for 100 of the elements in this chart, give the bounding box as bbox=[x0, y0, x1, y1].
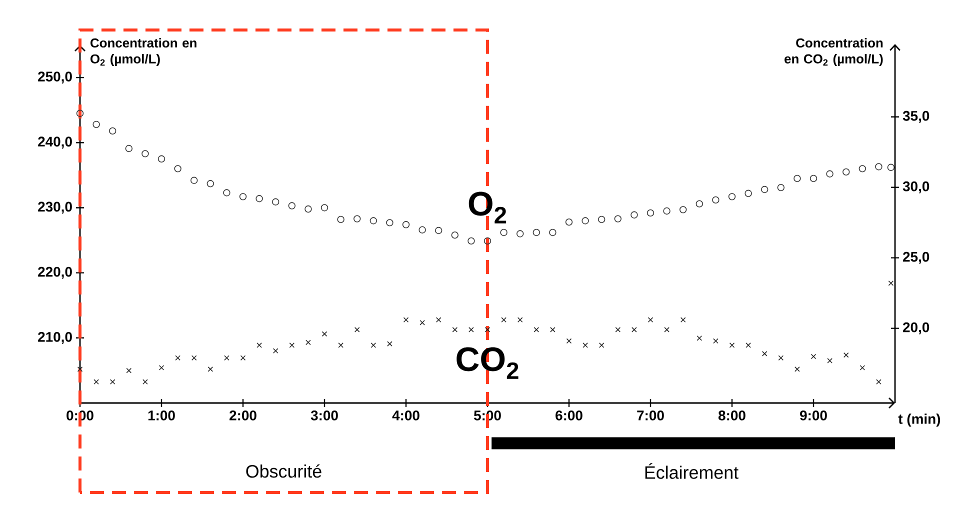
point bbox=[337, 216, 344, 224]
point bbox=[76, 110, 84, 117]
point bbox=[420, 320, 425, 326]
point bbox=[306, 340, 311, 346]
point bbox=[713, 338, 718, 344]
point bbox=[680, 317, 686, 322]
point bbox=[304, 205, 312, 213]
point bbox=[272, 198, 280, 206]
point bbox=[289, 342, 295, 348]
point bbox=[566, 338, 572, 344]
point bbox=[696, 336, 702, 341]
y-tick-label: 250,0 bbox=[38, 72, 72, 84]
point bbox=[663, 207, 670, 215]
point bbox=[888, 280, 894, 286]
point bbox=[842, 168, 850, 176]
point bbox=[501, 317, 506, 322]
point bbox=[777, 184, 785, 192]
point bbox=[729, 342, 735, 348]
y-tick-label: 210,0 bbox=[38, 332, 72, 344]
point bbox=[614, 215, 622, 222]
point bbox=[77, 366, 83, 372]
point bbox=[761, 186, 768, 194]
point bbox=[403, 317, 409, 322]
point bbox=[696, 200, 704, 208]
point bbox=[402, 221, 410, 228]
point bbox=[858, 165, 866, 172]
point bbox=[550, 327, 556, 332]
point bbox=[158, 365, 164, 370]
point bbox=[272, 348, 278, 354]
text: Obscurité bbox=[246, 464, 322, 478]
y2-tick-label: 25,0 bbox=[903, 252, 930, 264]
point bbox=[843, 352, 849, 358]
point bbox=[582, 342, 588, 348]
point bbox=[239, 193, 247, 200]
point bbox=[826, 170, 834, 178]
point bbox=[256, 195, 263, 202]
y-tick-label: 220,0 bbox=[38, 266, 72, 279]
point bbox=[190, 176, 198, 184]
y-tick-label: 240,0 bbox=[38, 136, 72, 149]
point bbox=[435, 226, 442, 234]
y2-axis-title: Concentration en CO$_{2}$ (µmol/L) bbox=[784, 38, 883, 66]
point bbox=[876, 379, 882, 385]
point bbox=[92, 120, 100, 128]
point bbox=[142, 379, 148, 385]
point bbox=[142, 150, 149, 158]
text: Éclairement bbox=[645, 463, 738, 479]
point bbox=[598, 342, 604, 348]
point bbox=[158, 155, 166, 163]
x-tick-label: 9:00 bbox=[800, 410, 827, 420]
point bbox=[110, 379, 116, 385]
point bbox=[175, 355, 180, 361]
point bbox=[370, 342, 376, 348]
point bbox=[532, 228, 540, 236]
x-tick-label: 2:00 bbox=[230, 410, 256, 420]
point bbox=[256, 342, 262, 348]
point bbox=[370, 217, 378, 224]
point bbox=[744, 190, 752, 198]
point bbox=[860, 365, 866, 370]
point bbox=[418, 226, 426, 234]
point bbox=[646, 209, 654, 217]
point bbox=[191, 355, 197, 361]
point bbox=[208, 366, 214, 372]
point bbox=[468, 327, 474, 332]
x-tick-label: 4:00 bbox=[392, 410, 420, 420]
point bbox=[615, 327, 621, 332]
point bbox=[240, 355, 246, 361]
point bbox=[451, 231, 459, 239]
point bbox=[746, 342, 751, 348]
point bbox=[484, 327, 490, 332]
point bbox=[468, 237, 475, 245]
point bbox=[322, 331, 328, 337]
point bbox=[386, 219, 394, 226]
x-tick-label: 7:00 bbox=[637, 410, 664, 420]
point bbox=[206, 180, 214, 188]
point bbox=[887, 164, 895, 171]
series-label: O$_{2}$ bbox=[468, 192, 506, 224]
point bbox=[534, 327, 540, 332]
point bbox=[875, 163, 882, 170]
point bbox=[516, 230, 524, 238]
point bbox=[598, 216, 606, 224]
y2-tick-label: 20,0 bbox=[903, 322, 930, 334]
x-tick-label: 1:00 bbox=[148, 410, 175, 420]
point bbox=[500, 228, 508, 236]
point bbox=[354, 327, 360, 332]
point bbox=[778, 355, 784, 361]
point bbox=[549, 228, 556, 236]
point bbox=[109, 127, 116, 135]
x-tick-label: 3:00 bbox=[310, 410, 338, 420]
point bbox=[174, 165, 182, 172]
point bbox=[712, 196, 720, 204]
point bbox=[484, 237, 492, 245]
y2-tick-label: 35,0 bbox=[902, 110, 930, 123]
point bbox=[632, 327, 637, 332]
point bbox=[387, 341, 392, 346]
point bbox=[762, 351, 768, 356]
x-axis-title: t (min) bbox=[898, 414, 940, 427]
point bbox=[794, 366, 800, 372]
point bbox=[94, 379, 99, 385]
point bbox=[517, 317, 523, 322]
point bbox=[582, 217, 589, 224]
